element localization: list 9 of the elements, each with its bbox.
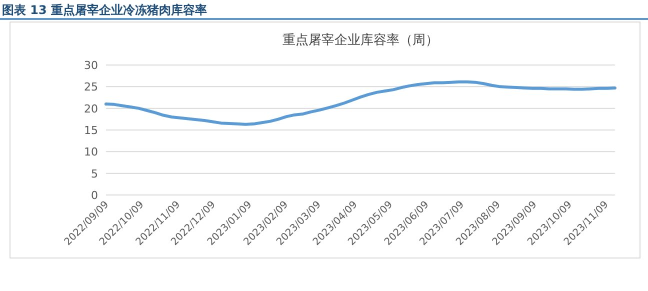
y-tick-label: 20 <box>84 102 98 116</box>
chart-subtitle: 重点屠宰企业库容率（周） <box>282 32 438 48</box>
y-tick-label: 10 <box>84 146 98 159</box>
chart-title: 图表 13 重点屠宰企业冷冻猪肉库容率 <box>2 3 208 17</box>
y-tick-label: 5 <box>91 167 98 180</box>
y-tick-label: 30 <box>84 59 98 72</box>
y-tick-label: 25 <box>84 80 98 94</box>
y-tick-label: 15 <box>84 124 98 137</box>
y-tick-label: 0 <box>91 189 98 202</box>
